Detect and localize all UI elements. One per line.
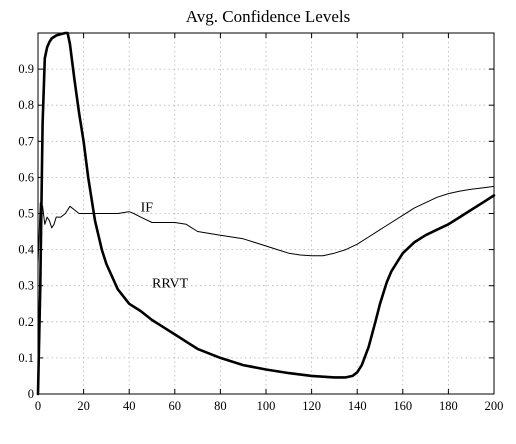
- series-layer: [36, 31, 496, 396]
- x-tick-label: 140: [348, 399, 367, 413]
- y-tick-label: 0.1: [18, 351, 34, 365]
- series-annotations: IF RRVT: [141, 201, 189, 292]
- y-tick-label: 0.3: [18, 279, 34, 293]
- x-tick-label: 0: [35, 399, 41, 413]
- y-tick-label: 0.7: [18, 134, 34, 148]
- y-tick-label: 0.6: [18, 170, 34, 184]
- x-tick-label: 60: [169, 399, 182, 413]
- chart-title: Avg. Confidence Levels: [186, 7, 350, 26]
- axis-tick-labels: 0 20 40 60 80 100 120 140 160 180 200 0 0.1 0.2 0.3 0.4…: [18, 62, 503, 413]
- x-tick-label: 80: [214, 399, 227, 413]
- y-tick-label: 0.9: [18, 62, 34, 76]
- x-tick-label: 20: [77, 399, 90, 413]
- y-tick-label: 0: [28, 387, 34, 401]
- x-tick-label: 100: [257, 399, 276, 413]
- x-tick-label: 160: [393, 399, 412, 413]
- x-tick-label: 180: [439, 399, 458, 413]
- x-tick-label: 200: [485, 399, 504, 413]
- x-tick-label: 120: [302, 399, 321, 413]
- y-tick-label: 0.8: [18, 98, 34, 112]
- series-label-if: IF: [141, 201, 154, 216]
- y-tick-label: 0.4: [18, 243, 34, 257]
- series-line-if: [37, 185, 495, 265]
- y-tick-label: 0.5: [18, 207, 34, 221]
- series-line-rrvt: [36, 31, 496, 396]
- x-tick-label: 40: [123, 399, 136, 413]
- series-label-rrvt: RRVT: [152, 277, 189, 292]
- axis-ticks: [37, 33, 495, 395]
- y-tick-label: 0.2: [18, 315, 34, 329]
